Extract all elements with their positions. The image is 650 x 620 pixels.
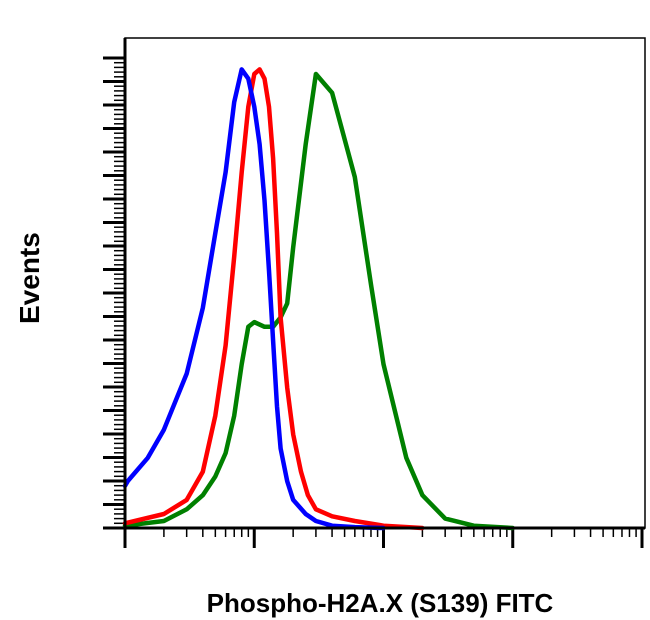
y-axis-ticks: [103, 56, 125, 530]
x-axis-ticks: [123, 528, 644, 548]
series-line-2: [122, 71, 516, 531]
x-axis-label: Phospho-H2A.X (S139) FITC: [206, 588, 554, 618]
y-axis-label: Events: [14, 232, 45, 324]
series-group: [122, 67, 516, 531]
plot-frame: [124, 37, 646, 529]
series-line-1: [122, 67, 425, 531]
series-line-0: [122, 67, 386, 531]
